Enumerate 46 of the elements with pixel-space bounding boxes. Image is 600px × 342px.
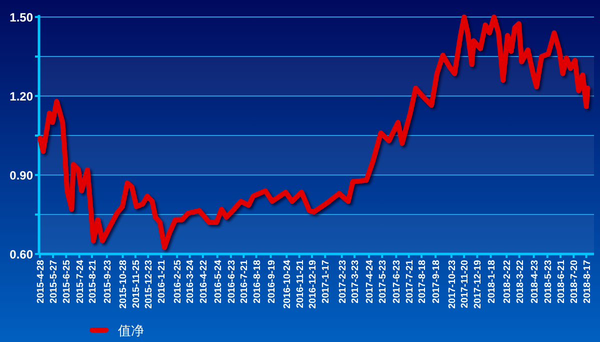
x-tick-label: 2018-3-22 xyxy=(514,260,526,304)
x-tick-label: 2017-6-23 xyxy=(392,260,403,304)
x-tick-label: 2016-3-24 xyxy=(185,259,196,304)
x-tick-label: 2016-2-25 xyxy=(172,259,184,304)
x-tick-label: 2015-11-25 xyxy=(130,259,142,308)
x-tick-label: 2016-5-24 xyxy=(212,259,224,304)
x-tick-label: 2017-11-20 xyxy=(460,260,471,308)
x-tick-label: 2015-6-25 xyxy=(62,259,73,304)
x-tick-label: 2015-10-28 xyxy=(118,260,130,309)
x-tick-label: 2017-5-23 xyxy=(378,260,389,304)
x-tick-label: 2017-12-19 xyxy=(472,260,484,309)
x-tick-label: 2018-6-21 xyxy=(556,259,567,304)
x-tick-label: 2018-8-17 xyxy=(582,260,593,304)
x-tick-label: 2016-7-21 xyxy=(239,259,250,304)
x-tick-label: 2016-10-24 xyxy=(282,259,294,309)
x-tick-label: 2018-4-23 xyxy=(529,260,540,304)
x-tick-label: 2015-5-27 xyxy=(48,260,60,304)
x-tick-label: 2015-7-24 xyxy=(74,259,86,304)
x-tick-label: 2017-4-24 xyxy=(364,259,376,304)
x-tick-label: 2018-2-22 xyxy=(502,260,514,304)
x-tick-label: 2017-9-18 xyxy=(431,260,442,304)
x-tick-label: 2017-2-23 xyxy=(337,260,348,304)
x-tick-label: 2015-12-23 xyxy=(144,260,155,309)
x-tick-label: 2018-7-20 xyxy=(569,260,580,304)
y-tick-label: 1.50 xyxy=(10,10,34,24)
x-tick-label: 2017-1-17 xyxy=(320,260,332,304)
x-tick-label: 2017-8-18 xyxy=(417,260,428,304)
x-tick-label: 2018-5-23 xyxy=(542,260,554,304)
x-tick-label: 2017-7-21 xyxy=(404,259,416,304)
x-tick-label: 2016-8-18 xyxy=(252,260,263,304)
x-tick-label: 2015-9-23 xyxy=(102,260,114,304)
x-tick-label: 2016-11-21 xyxy=(294,259,306,308)
y-tick-label: 0.60 xyxy=(10,248,34,262)
x-tick-label: 2015-4-28 xyxy=(35,260,46,304)
x-tick-label: 2016-4-22 xyxy=(198,260,210,304)
x-tick-label: 2018-1-18 xyxy=(486,260,498,304)
x-tick-label: 2017-3-23 xyxy=(350,260,362,304)
legend-label: 值净 xyxy=(118,323,144,338)
y-tick-label: 1.20 xyxy=(10,90,34,104)
x-tick-label: 2016-12-19 xyxy=(307,260,318,309)
x-tick-label: 2017-10-23 xyxy=(446,260,458,309)
y-tick-label: 0.90 xyxy=(10,168,34,182)
x-tick-label: 2016-9-19 xyxy=(266,260,278,304)
x-tick-label: 2016-1-21 xyxy=(156,259,168,304)
x-tick-label: 2015-8-21 xyxy=(87,259,98,304)
x-tick-label: 2016-6-23 xyxy=(226,260,238,304)
